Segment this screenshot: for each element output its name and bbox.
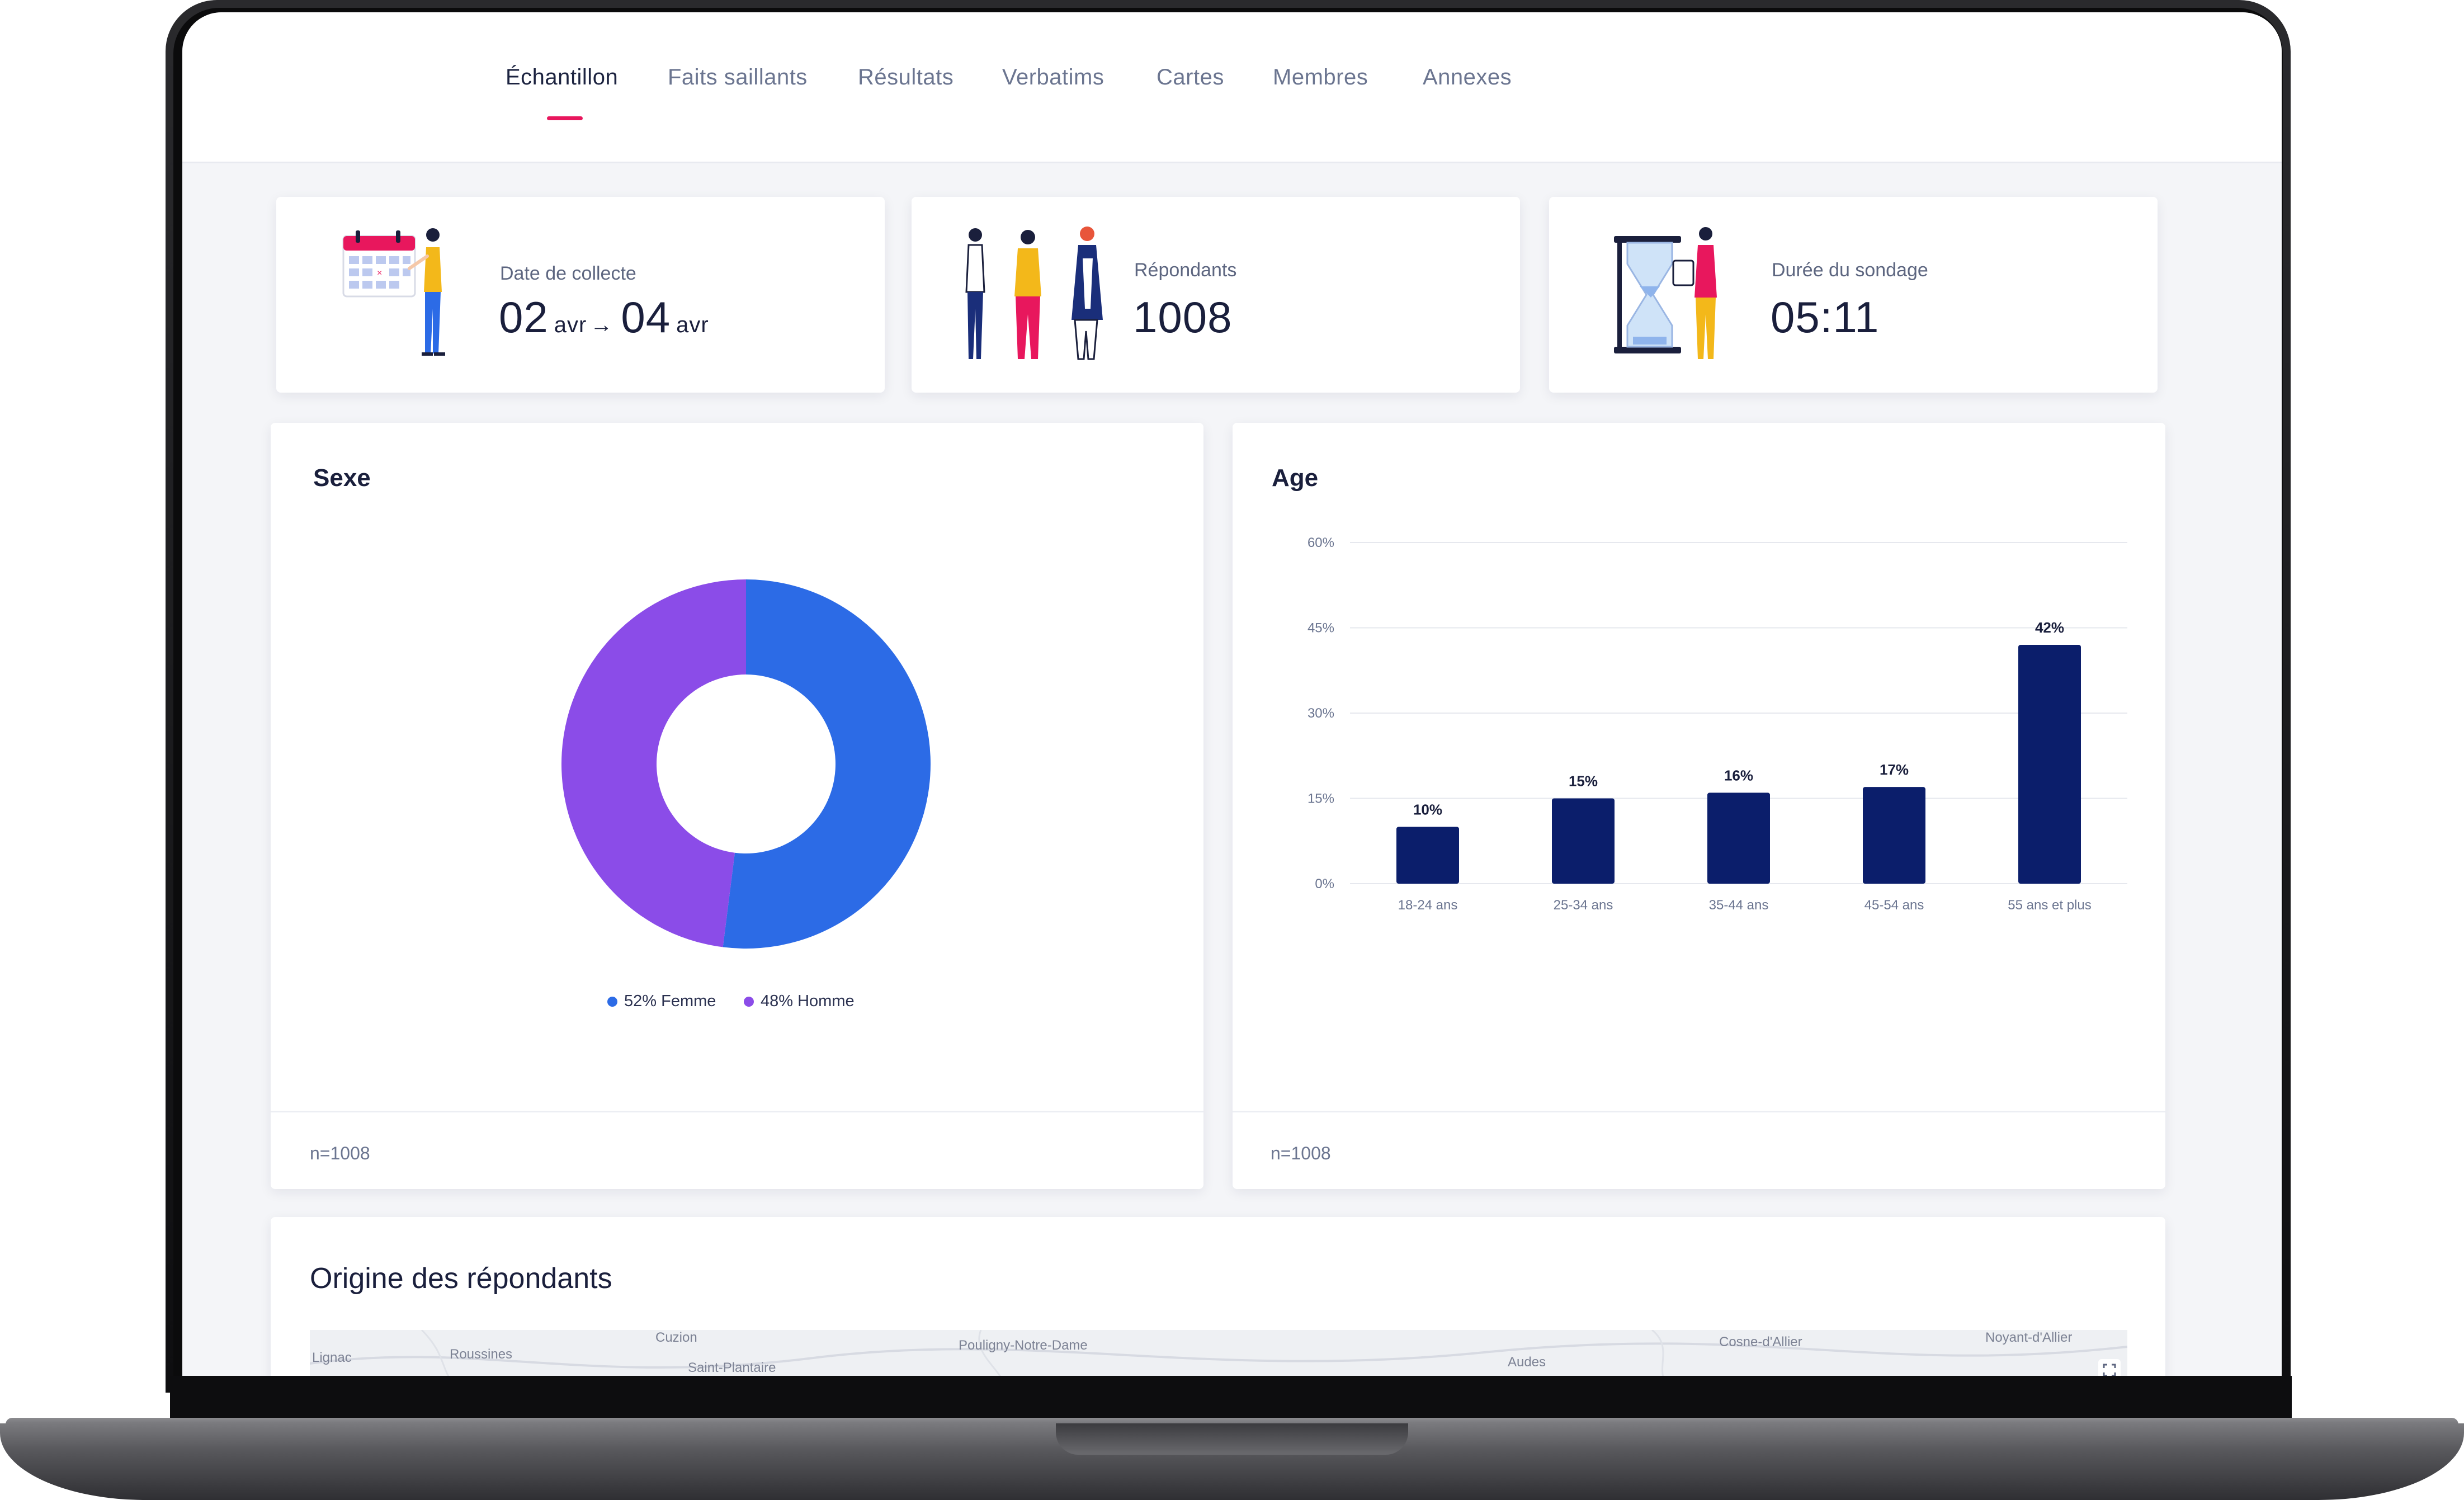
age-bar <box>1396 827 1459 884</box>
legend-femme: 52% Femme <box>607 992 716 1011</box>
sexe-title: Sexe <box>313 464 371 492</box>
top-navigation: Échantillon Faits saillants Résultats Ve… <box>182 12 2282 163</box>
tab-resultats[interactable]: Résultats <box>858 65 954 89</box>
stat-card-collection: × Date de collecte 02 avr → 04 avr <box>276 197 885 393</box>
donut-slice-femme <box>723 579 931 949</box>
sexe-footer-divider <box>271 1111 1203 1112</box>
active-tab-indicator <box>547 116 583 120</box>
age-bar <box>1863 787 1925 884</box>
map-label-1: Lignac <box>312 1350 352 1365</box>
laptop-notch <box>1056 1423 1408 1455</box>
y-tick-label: 60% <box>1307 535 1334 550</box>
tab-faits-saillants[interactable]: Faits saillants <box>668 65 808 89</box>
collection-label: Date de collecte <box>500 263 636 284</box>
x-tick-label: 55 ans et plus <box>2008 898 2091 913</box>
legend-homme: 48% Homme <box>744 992 855 1011</box>
x-tick-label: 35-44 ans <box>1709 898 1769 913</box>
age-bar-value-label: 10% <box>1413 801 1442 818</box>
tab-annexes[interactable]: Annexes <box>1423 65 1512 89</box>
y-tick-label: 15% <box>1307 791 1334 806</box>
collection-start: 02 <box>499 293 549 342</box>
respondents-value: 1008 <box>1133 293 1233 342</box>
svg-text:×: × <box>377 268 382 278</box>
map-label-6: Audes <box>1508 1355 1546 1370</box>
tab-echantillon[interactable]: Échantillon <box>506 65 619 89</box>
respondents-label: Répondants <box>1134 260 1237 281</box>
map-label-2: Roussines <box>450 1347 513 1362</box>
tab-membres[interactable]: Membres <box>1273 65 1368 89</box>
duration-label: Durée du sondage <box>1772 260 1928 281</box>
laptop-hinge <box>170 1376 2292 1423</box>
sexe-panel: Sexe 52% Femme 48% Homme n=1008 <box>271 423 1203 1189</box>
map-label-3: Cuzion <box>655 1330 697 1345</box>
group-people-illustration-icon <box>965 227 1103 360</box>
map-label-7: Cosne-d'Allier <box>1719 1334 1802 1350</box>
y-tick-label: 30% <box>1307 706 1334 721</box>
y-tick-label: 0% <box>1315 876 1334 891</box>
map-label-4: Saint-Plantaire <box>688 1360 776 1375</box>
age-bar-value-label: 16% <box>1724 767 1753 784</box>
collection-end: 04 <box>621 293 671 342</box>
legend-femme-swatch <box>607 996 617 1007</box>
legend-homme-label: 48% Homme <box>761 992 855 1010</box>
legend-femme-label: 52% Femme <box>624 992 716 1010</box>
origine-title: Origine des répondants <box>310 1262 612 1295</box>
age-bar <box>2018 645 2081 884</box>
age-bar <box>1707 793 1770 884</box>
tab-cartes[interactable]: Cartes <box>1157 65 1224 89</box>
hourglass-person-illustration-icon <box>1614 227 1717 359</box>
x-tick-label: 45-54 ans <box>1864 898 1924 913</box>
collection-end-unit: avr <box>676 313 709 337</box>
age-sample-size: n=1008 <box>1271 1143 1331 1163</box>
tab-verbatims[interactable]: Verbatims <box>1002 65 1104 89</box>
age-bar-value-label: 42% <box>2035 619 2064 636</box>
map-label-5: Pouligny-Notre-Dame <box>959 1338 1088 1353</box>
fullscreen-icon[interactable] <box>2098 1359 2121 1376</box>
age-title: Age <box>1272 464 1319 492</box>
age-panel: Age 0% 15% 30% 45% 60% 10% 18-24 ans 15% 25-34 a… <box>1233 423 2165 1189</box>
legend-homme-swatch <box>744 996 754 1007</box>
calendar-person-illustration-icon: × <box>342 228 445 356</box>
age-bar <box>1552 798 1615 884</box>
map-label-8: Noyant-d'Allier <box>1985 1330 2073 1345</box>
x-tick-label: 18-24 ans <box>1398 898 1458 913</box>
y-tick-label: 45% <box>1307 621 1334 636</box>
map-roads <box>310 1330 2127 1376</box>
duration-value: 05:11 <box>1771 293 1880 342</box>
age-bar-value-label: 15% <box>1569 773 1598 790</box>
sexe-donut-chart <box>561 579 931 949</box>
origine-map[interactable]: Lignac Roussines Cuzion Saint-Plantaire … <box>310 1330 2127 1376</box>
sexe-sample-size: n=1008 <box>310 1143 370 1163</box>
origine-panel: Origine des répondants Lignac Roussines … <box>271 1217 2165 1376</box>
donut-slice-homme <box>561 579 746 947</box>
age-bar-chart: 0% 15% 30% 45% 60% 10% 18-24 ans 15% 25-34 ans 16… <box>1307 535 2127 913</box>
collection-value: 02 avr → 04 avr <box>499 292 712 343</box>
collection-arrow: → <box>590 313 613 337</box>
stat-card-duration: Durée du sondage 05:11 <box>1549 197 2158 393</box>
stat-card-respondents: Répondants 1008 <box>912 197 1520 393</box>
age-footer-divider <box>1233 1111 2165 1112</box>
app-screen: Échantillon Faits saillants Résultats Ve… <box>182 12 2282 1376</box>
collection-start-unit: avr <box>554 313 587 337</box>
age-bar-value-label: 17% <box>1880 761 1909 778</box>
x-tick-label: 25-34 ans <box>1554 898 1613 913</box>
